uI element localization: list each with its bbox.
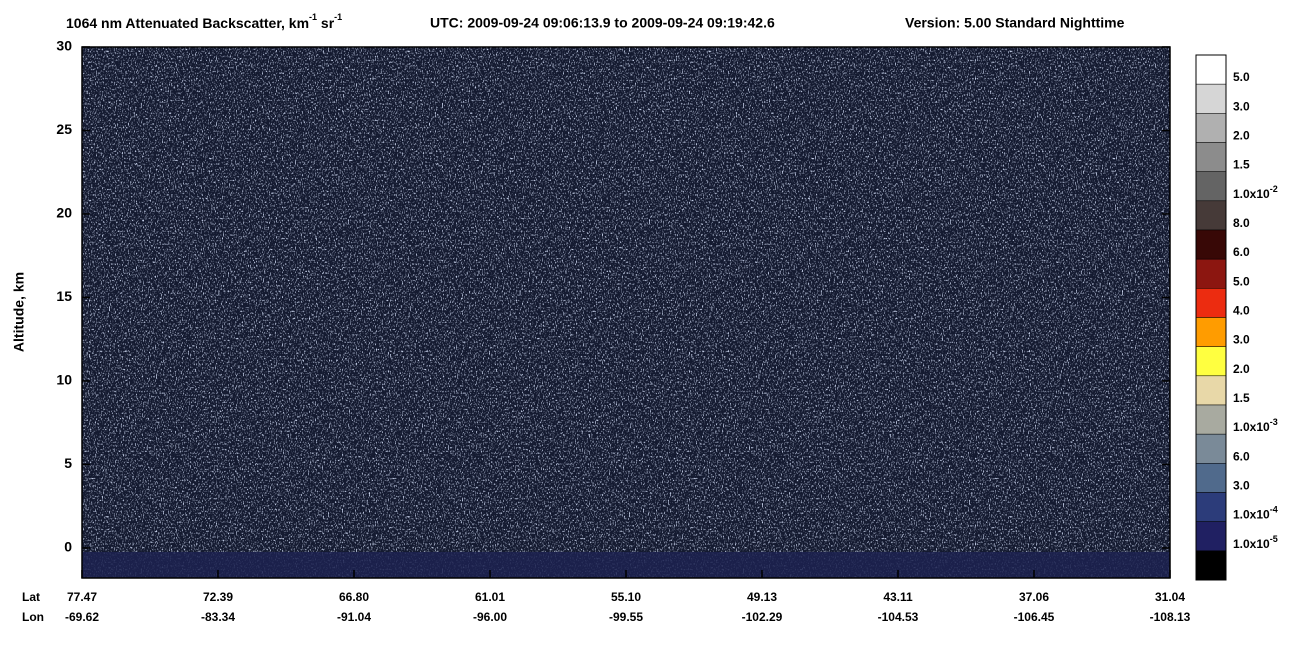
x-tick-label: -106.45 (1014, 610, 1055, 624)
colorbar-label: 5.0 (1233, 70, 1250, 84)
colorbar-label-text: 1.0x10 (1233, 537, 1270, 551)
colorbar-swatch (1195, 404, 1227, 435)
x-tick-label: 66.80 (339, 590, 369, 604)
colorbar-swatch (1195, 317, 1227, 347)
backscatter-image (82, 47, 1170, 578)
title-superscript: -1 (309, 12, 317, 22)
colorbar-frame (1195, 54, 1227, 581)
x-tick-label: -83.34 (201, 610, 235, 624)
y-tick-label: 5 (64, 455, 72, 471)
x-tick-label: -69.62 (65, 610, 99, 624)
colorbar-swatch (1195, 113, 1227, 143)
y-axis-label: Altitude, km (11, 272, 27, 352)
colorbar-label: 5.0 (1233, 275, 1250, 289)
colorbar-label-exp: -5 (1270, 534, 1278, 544)
colorbar-label-text: 2.0 (1233, 362, 1250, 376)
colorbar-swatch (1195, 433, 1227, 464)
colorbar-label-exp: -3 (1270, 418, 1278, 428)
x-tick-label: 43.11 (883, 590, 913, 604)
y-tick-label: 15 (56, 288, 72, 304)
colorbar-swatch (1195, 492, 1227, 522)
x-tick-label: 37.06 (1019, 590, 1049, 604)
colorbar-label: 6.0 (1233, 245, 1250, 259)
colorbar-label-text: 1.5 (1233, 391, 1250, 405)
x-tick-label: 72.39 (203, 590, 233, 604)
colorbar-label: 1.0x10-2 (1233, 184, 1278, 201)
y-tick-label: 20 (56, 205, 72, 221)
colorbar-label-text: 3.0 (1233, 479, 1250, 493)
colorbar-swatch (1195, 288, 1227, 318)
colorbar-label: 4.0 (1233, 304, 1250, 318)
x-tick-label: -108.13 (1150, 610, 1191, 624)
colorbar-label-text: 8.0 (1233, 216, 1250, 230)
colorbar-swatch (1195, 142, 1227, 172)
colorbar-swatch (1195, 83, 1227, 114)
colorbar-swatch (1195, 463, 1227, 493)
colorbar-label: 3.0 (1233, 479, 1250, 493)
colorbar-swatch (1195, 171, 1227, 202)
x-tick-label: 49.13 (747, 590, 777, 604)
colorbar-label-text: 5.0 (1233, 70, 1250, 84)
x-tick-label: -91.04 (337, 610, 371, 624)
y-tick-label: 10 (56, 372, 72, 388)
y-tick-label: 0 (64, 539, 72, 555)
x-tick-label: -96.00 (473, 610, 507, 624)
colorbar-swatch (1195, 258, 1227, 289)
x-row-label: Lat (22, 590, 40, 604)
colorbar-label: 1.0x10-3 (1233, 418, 1278, 435)
x-tick-label: 31.04 (1155, 590, 1185, 604)
colorbar-label: 1.5 (1233, 391, 1250, 405)
colorbar-label-text: 6.0 (1233, 245, 1250, 259)
y-tick-label: 25 (56, 121, 72, 137)
colorbar-label: 1.0x10-5 (1233, 534, 1278, 551)
chart-title: 1064 nm Attenuated Backscatter, km-1 sr-… (66, 12, 342, 30)
colorbar-label-text: 1.0x10 (1233, 508, 1270, 522)
colorbar-label: 3.0 (1233, 333, 1250, 347)
title-superscript: -1 (334, 12, 342, 22)
colorbar-label-text: 6.0 (1233, 450, 1250, 464)
colorbar-label-exp: -4 (1270, 505, 1278, 515)
colorbar-label: 1.5 (1233, 158, 1250, 172)
colorbar-label-text: 1.0x10 (1233, 420, 1270, 434)
colorbar-label-text: 3.0 (1233, 333, 1250, 347)
colorbar-swatch (1195, 521, 1227, 552)
colorbar-label-text: 5.0 (1233, 275, 1250, 289)
colorbar-label-text: 4.0 (1233, 304, 1250, 318)
colorbar-swatch (1195, 550, 1227, 581)
colorbar-label: 2.0 (1233, 362, 1250, 376)
colorbar-label: 8.0 (1233, 216, 1250, 230)
colorbar-label-exp: -2 (1270, 184, 1278, 194)
subtitle: UTC: 2009-09-24 09:06:13.9 to 2009-09-24… (430, 15, 775, 31)
x-tick-label: -104.53 (878, 610, 919, 624)
colorbar-label: 6.0 (1233, 450, 1250, 464)
colorbar-label-text: 3.0 (1233, 100, 1250, 114)
x-tick-label: 77.47 (67, 590, 97, 604)
colorbar-swatch (1195, 229, 1227, 260)
title-text: sr (317, 15, 335, 31)
colorbar-label: 1.0x10-4 (1233, 505, 1278, 522)
title-text: 1064 nm Attenuated Backscatter, km (66, 15, 309, 31)
version: Version: 5.00 Standard Nighttime (905, 15, 1125, 31)
y-tick-label: 30 (56, 38, 72, 54)
colorbar-swatch (1195, 200, 1227, 231)
colorbar-label: 2.0 (1233, 129, 1250, 143)
colorbar-label-text: 2.0 (1233, 129, 1250, 143)
colorbar-label-text: 1.5 (1233, 158, 1250, 172)
x-tick-label: 61.01 (475, 590, 505, 604)
colorbar-swatch (1195, 375, 1227, 406)
colorbar-swatch (1195, 54, 1227, 85)
colorbar-label: 3.0 (1233, 100, 1250, 114)
x-tick-label: -99.55 (609, 610, 643, 624)
image-noise (82, 47, 1170, 578)
x-tick-label: -102.29 (742, 610, 783, 624)
colorbar-swatch (1195, 346, 1227, 377)
colorbar-label-text: 1.0x10 (1233, 187, 1270, 201)
x-row-label: Lon (22, 610, 44, 624)
x-tick-label: 55.10 (611, 590, 641, 604)
